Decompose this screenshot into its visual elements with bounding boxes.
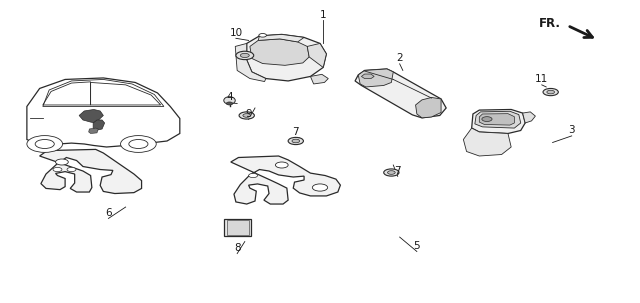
Circle shape bbox=[120, 135, 156, 152]
Text: 5: 5 bbox=[413, 241, 420, 251]
Circle shape bbox=[482, 117, 492, 122]
Text: 7: 7 bbox=[394, 166, 401, 176]
Ellipse shape bbox=[224, 97, 236, 104]
Circle shape bbox=[227, 102, 233, 105]
Polygon shape bbox=[355, 69, 446, 118]
Text: 6: 6 bbox=[105, 208, 112, 218]
Circle shape bbox=[27, 135, 63, 152]
Circle shape bbox=[241, 53, 249, 58]
Text: 10: 10 bbox=[229, 28, 243, 38]
Circle shape bbox=[292, 139, 300, 143]
Text: 1: 1 bbox=[320, 10, 326, 20]
Text: 9: 9 bbox=[245, 109, 252, 119]
Circle shape bbox=[243, 114, 250, 117]
Text: FR.: FR. bbox=[539, 17, 561, 30]
Polygon shape bbox=[307, 43, 326, 68]
Text: 3: 3 bbox=[568, 125, 575, 135]
Circle shape bbox=[129, 139, 148, 148]
Circle shape bbox=[288, 137, 303, 145]
Circle shape bbox=[56, 159, 68, 165]
Circle shape bbox=[35, 139, 54, 148]
Polygon shape bbox=[236, 43, 266, 82]
Circle shape bbox=[236, 51, 253, 60]
Polygon shape bbox=[479, 114, 515, 125]
Polygon shape bbox=[523, 112, 536, 123]
Circle shape bbox=[239, 112, 254, 119]
Polygon shape bbox=[472, 109, 525, 134]
Polygon shape bbox=[475, 111, 521, 128]
Polygon shape bbox=[79, 109, 103, 123]
Circle shape bbox=[248, 173, 257, 178]
Circle shape bbox=[543, 88, 558, 96]
Circle shape bbox=[312, 184, 328, 191]
Polygon shape bbox=[246, 35, 326, 81]
Polygon shape bbox=[415, 98, 441, 118]
Polygon shape bbox=[358, 69, 394, 87]
Polygon shape bbox=[310, 74, 328, 84]
Circle shape bbox=[275, 162, 288, 168]
Circle shape bbox=[388, 171, 395, 174]
Circle shape bbox=[547, 90, 554, 94]
Polygon shape bbox=[227, 220, 248, 235]
Circle shape bbox=[384, 169, 399, 176]
Text: 4: 4 bbox=[226, 92, 233, 102]
Circle shape bbox=[259, 34, 266, 37]
Polygon shape bbox=[89, 128, 99, 134]
Polygon shape bbox=[463, 128, 511, 156]
Polygon shape bbox=[225, 219, 251, 236]
Text: 7: 7 bbox=[292, 127, 299, 137]
Text: 2: 2 bbox=[396, 53, 403, 63]
Polygon shape bbox=[362, 74, 374, 78]
Polygon shape bbox=[250, 39, 309, 65]
Polygon shape bbox=[93, 120, 104, 131]
Text: 11: 11 bbox=[535, 75, 548, 85]
Text: 8: 8 bbox=[234, 243, 241, 253]
Polygon shape bbox=[40, 149, 141, 194]
Circle shape bbox=[53, 168, 62, 171]
Polygon shape bbox=[231, 156, 340, 204]
Polygon shape bbox=[258, 35, 304, 42]
Circle shape bbox=[67, 168, 76, 171]
